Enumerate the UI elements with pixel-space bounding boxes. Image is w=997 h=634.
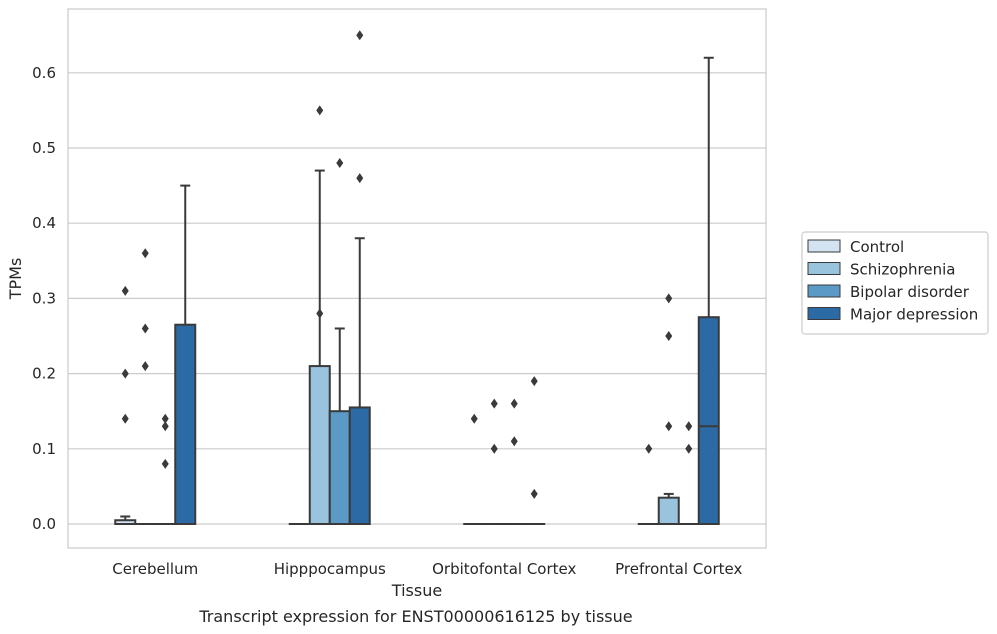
box xyxy=(657,293,680,525)
outlier-point xyxy=(490,443,498,454)
outlier-point xyxy=(141,323,149,334)
box xyxy=(114,285,137,525)
plot-frame xyxy=(67,8,767,549)
legend-swatch xyxy=(807,262,841,275)
x-tick-labels: Cerebellum Hipppocampus Orbitofontal Corte… xyxy=(112,560,742,578)
box xyxy=(154,413,177,526)
outlier-point xyxy=(316,308,324,319)
outlier-point xyxy=(121,368,129,379)
x-tick-label: Prefrontal Cortex xyxy=(615,560,742,578)
chart-caption: Transcript expression for ENST0000061612… xyxy=(198,607,632,626)
outlier-point xyxy=(685,421,693,432)
box-body xyxy=(657,496,680,525)
outlier-point xyxy=(356,173,364,184)
box xyxy=(174,184,197,525)
outlier-point xyxy=(530,376,538,387)
outlier-point xyxy=(161,421,169,432)
outlier-point xyxy=(685,443,693,454)
legend-swatch xyxy=(807,284,841,298)
box-body xyxy=(328,410,351,526)
box-body xyxy=(697,316,720,526)
outlier-point xyxy=(470,413,478,424)
box xyxy=(308,105,331,525)
box xyxy=(348,30,371,525)
outlier-point xyxy=(510,436,518,447)
legend-item: Control xyxy=(807,238,904,256)
box-series xyxy=(114,30,720,526)
legend-frame xyxy=(801,231,989,335)
legend-label: Control xyxy=(850,238,904,256)
outlier-point xyxy=(121,413,129,424)
outlier-point xyxy=(336,158,344,169)
outlier-point xyxy=(316,105,324,116)
box xyxy=(134,248,157,526)
y-tick-label: 0.2 xyxy=(32,365,56,383)
legend-item: Schizophrenia xyxy=(807,261,955,279)
y-tick-labels: 0.0 0.1 0.2 0.3 0.4 0.5 0.6 xyxy=(32,64,56,533)
legend-item: Bipolar disorder xyxy=(807,283,970,301)
legend-swatch xyxy=(807,307,841,320)
grid-lines xyxy=(68,72,766,525)
x-tick-label: Hipppocampus xyxy=(274,560,386,578)
legend-label: Major depression xyxy=(850,306,978,324)
series-schizophrenia xyxy=(134,105,680,526)
y-tick-label: 0.4 xyxy=(32,214,56,232)
outlier-point xyxy=(141,361,149,372)
box xyxy=(328,158,351,526)
y-axis-label: TPMs xyxy=(6,258,25,301)
y-tick-label: 0.0 xyxy=(32,515,56,533)
box xyxy=(697,56,720,526)
x-axis-label: Tissue xyxy=(391,581,442,600)
legend-label: Bipolar disorder xyxy=(850,283,970,301)
box xyxy=(483,398,506,526)
y-tick-label: 0.1 xyxy=(32,440,56,458)
box-body xyxy=(174,323,197,525)
box xyxy=(677,421,700,526)
box-body xyxy=(348,406,371,525)
legend-swatch xyxy=(807,239,841,253)
outlier-point xyxy=(356,30,364,41)
series-control xyxy=(114,285,660,526)
series-major-depression xyxy=(174,30,720,526)
y-tick-label: 0.5 xyxy=(32,139,56,157)
x-tick-label: Orbitofontal Cortex xyxy=(432,560,576,578)
y-tick-label: 0.3 xyxy=(32,289,56,307)
box xyxy=(463,413,486,526)
outlier-point xyxy=(645,443,653,454)
legend: Control Schizophrenia Bipolar disorder Majo… xyxy=(801,231,989,335)
y-tick-label: 0.6 xyxy=(32,64,56,82)
outlier-point xyxy=(665,331,673,341)
box xyxy=(637,443,660,526)
outlier-point xyxy=(161,458,169,469)
box xyxy=(503,398,526,526)
outlier-point xyxy=(510,398,518,409)
legend-item: Major depression xyxy=(807,306,978,324)
outlier-point xyxy=(665,293,673,304)
series-bipolar-disorder xyxy=(154,158,700,526)
outlier-point xyxy=(490,398,498,409)
box xyxy=(523,376,546,526)
x-tick-label: Cerebellum xyxy=(112,560,198,578)
outlier-point xyxy=(665,421,673,432)
box-body xyxy=(308,365,331,525)
outlier-point xyxy=(141,248,149,259)
outlier-point xyxy=(530,488,538,499)
legend-label: Schizophrenia xyxy=(850,261,955,279)
outlier-point xyxy=(121,285,129,296)
outlier-point xyxy=(161,413,169,424)
